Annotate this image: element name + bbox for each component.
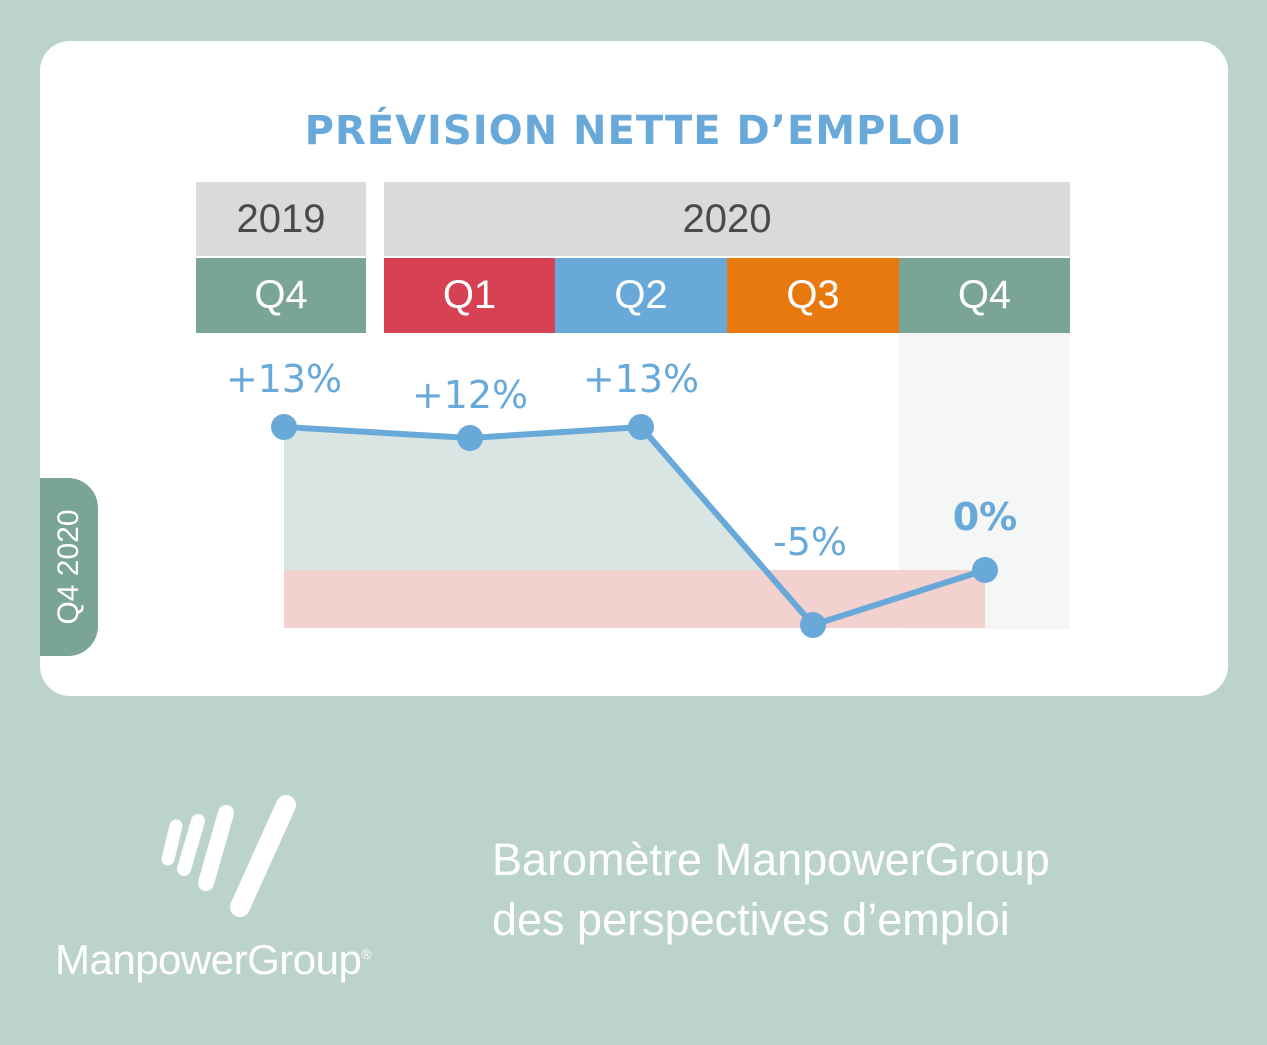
side-tab-label: Q4 2020 — [52, 509, 85, 625]
quarter-header-q4-2019: Q4 — [196, 258, 366, 333]
data-label: +12% — [412, 373, 528, 417]
positive-area — [284, 427, 985, 570]
quarter-header-q4-2020: Q4 — [899, 258, 1070, 333]
tagline-line-2: des perspectives d’emploi — [492, 894, 1010, 945]
data-point — [800, 612, 826, 638]
data-point — [972, 557, 998, 583]
quarter-header-q1-2020: Q1 — [384, 258, 555, 333]
negative-band — [284, 570, 985, 628]
year-header-2019: 2019 — [196, 182, 366, 256]
brand-name-text: ManpowerGroup — [55, 936, 362, 983]
tagline-line-1: Baromètre ManpowerGroup — [492, 834, 1050, 885]
data-point — [271, 414, 297, 440]
data-label: +13% — [226, 357, 342, 401]
year-header-2020: 2020 — [384, 182, 1070, 256]
data-label: +13% — [583, 357, 699, 401]
data-label: 0% — [953, 495, 1018, 539]
chart-title: PRÉVISION NETTE D’EMPLOI — [304, 108, 963, 154]
quarter-header-q2-2020: Q2 — [555, 258, 727, 333]
quarter-header-q3-2020: Q3 — [727, 258, 899, 333]
data-label: -5% — [773, 520, 847, 564]
side-tab — [40, 478, 98, 656]
data-point — [457, 425, 483, 451]
tagline: Baromètre ManpowerGroup des perspectives… — [492, 830, 1050, 950]
registered-mark: ® — [361, 946, 372, 962]
data-point — [628, 414, 654, 440]
brand-name: ManpowerGroup® — [55, 936, 372, 984]
manpowergroup-logo-icon — [161, 795, 296, 917]
